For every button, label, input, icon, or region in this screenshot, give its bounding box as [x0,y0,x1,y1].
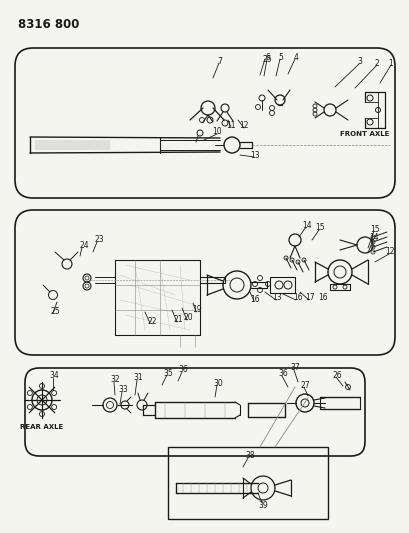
Text: 3: 3 [357,58,362,67]
Text: 25: 25 [50,308,60,317]
Text: 19: 19 [192,305,201,314]
Text: REAR AXLE: REAR AXLE [20,424,63,430]
Text: 15: 15 [369,224,379,233]
Text: 13: 13 [272,294,281,303]
Text: 37: 37 [290,364,299,373]
Text: FRONT AXLE: FRONT AXLE [339,131,389,137]
Text: 5: 5 [278,52,283,61]
Text: 31: 31 [133,374,142,383]
Text: 12: 12 [239,122,248,131]
Text: 16: 16 [249,295,259,304]
Text: 6: 6 [265,52,270,61]
Text: 30: 30 [213,378,222,387]
Text: 32: 32 [110,376,119,384]
Text: 11: 11 [226,120,235,130]
Text: 1: 1 [388,59,392,68]
Text: 17: 17 [304,294,314,303]
Text: 2: 2 [374,59,378,68]
Text: 23: 23 [94,236,103,245]
Text: 24: 24 [79,240,89,249]
Text: 26: 26 [331,370,341,379]
Text: 36: 36 [178,366,187,375]
Text: 13: 13 [249,150,259,159]
Text: 20: 20 [183,313,192,322]
Text: 14: 14 [368,233,378,243]
Text: 22: 22 [147,318,156,327]
Text: 27: 27 [299,381,309,390]
Text: 33: 33 [118,385,128,394]
Text: 21: 21 [173,316,182,325]
Text: 16: 16 [292,294,302,303]
Text: 7: 7 [217,56,222,66]
Bar [270,277,294,293]
Text: 15: 15 [315,223,324,232]
Text: 36: 36 [277,369,287,378]
Text: 8316 800: 8316 800 [18,18,79,31]
Text: 38: 38 [245,450,254,459]
Text: 4: 4 [293,52,298,61]
Text: 34: 34 [49,372,59,381]
Text: 39: 39 [258,500,267,510]
Text: 35: 35 [163,368,173,377]
Bar [168,447,327,519]
Text: 10: 10 [212,127,221,136]
Text: 12: 12 [384,247,394,256]
Text: 16: 16 [317,294,327,303]
Text: 25: 25 [261,54,271,63]
Text: 14: 14 [301,221,311,230]
